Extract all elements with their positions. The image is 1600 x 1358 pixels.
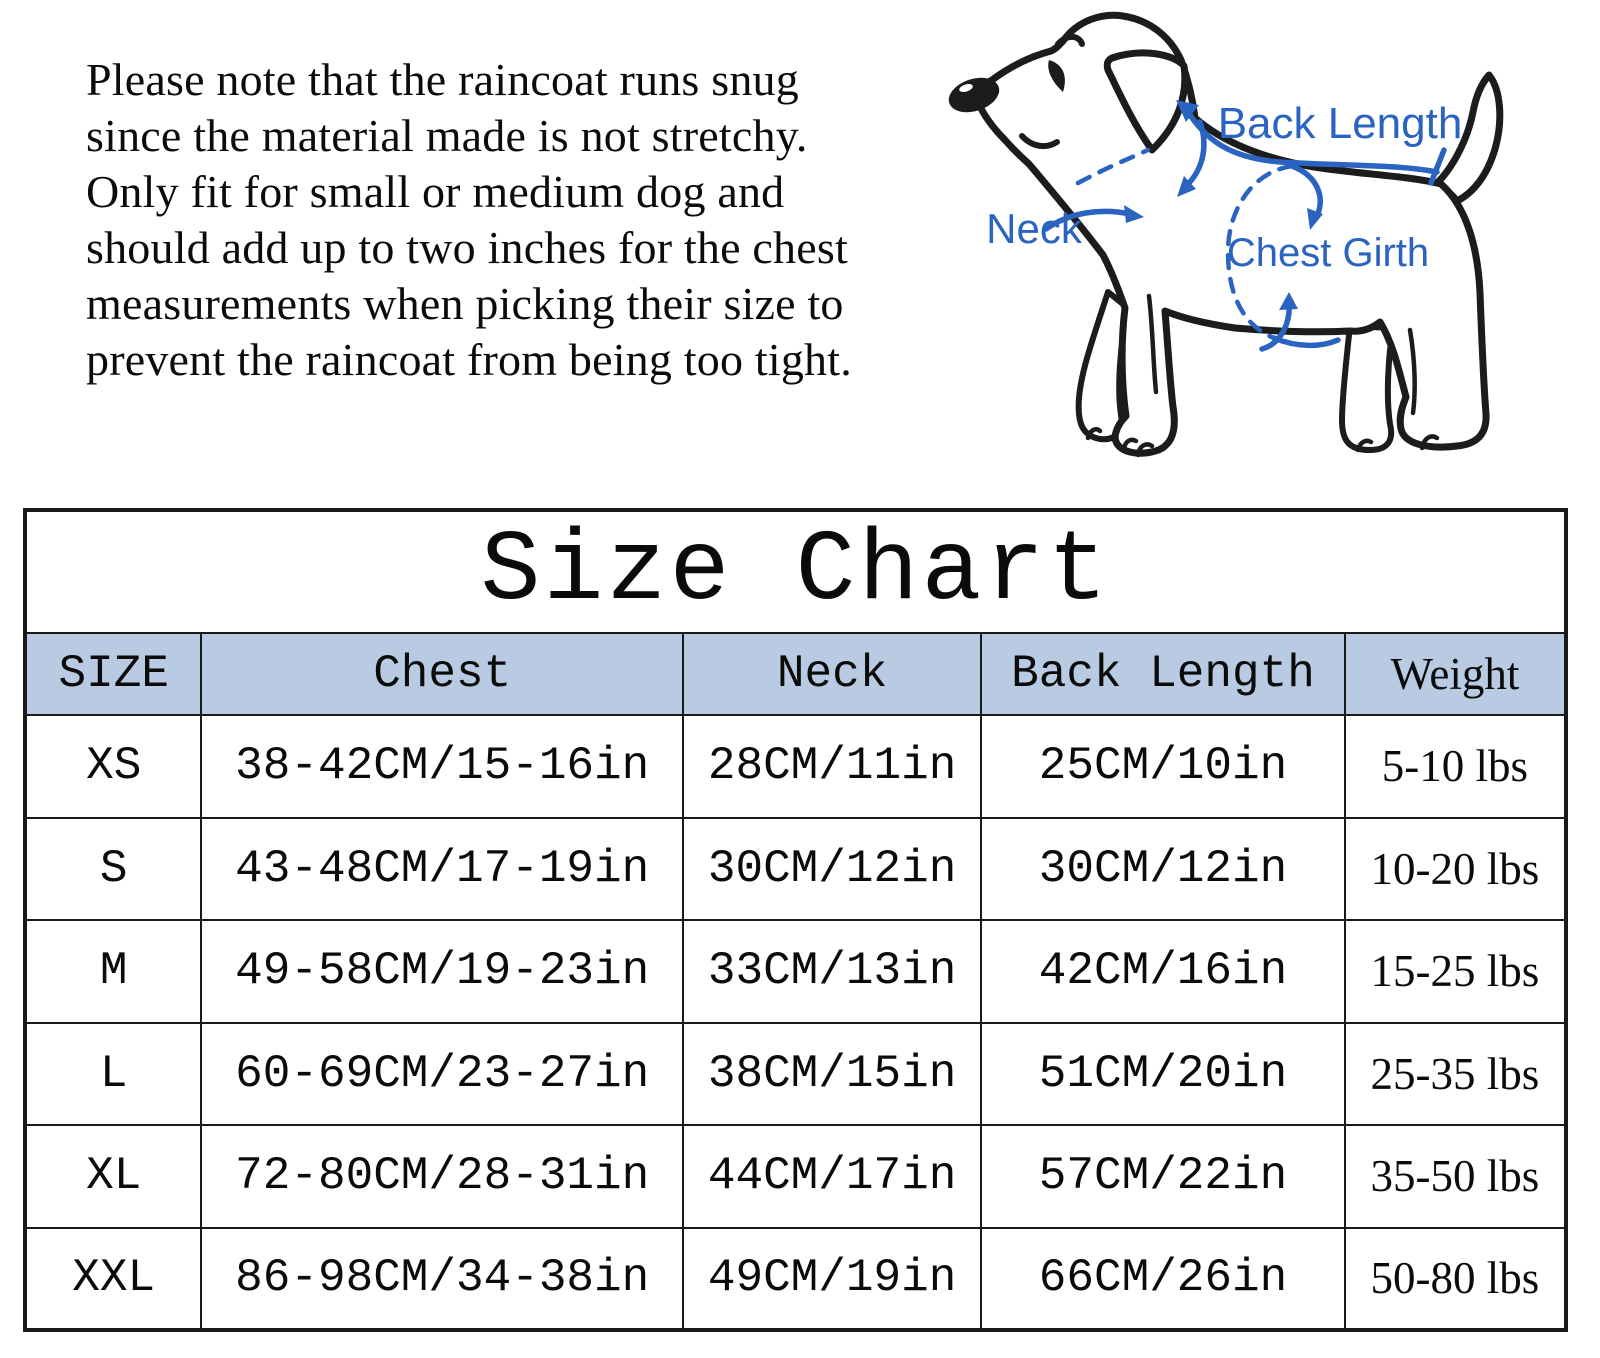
size-chart-title: Size Chart: [24, 509, 1567, 634]
chest-girth-dashed-ellipse: [1225, 163, 1295, 341]
table-row-xxl: XXL 86-98CM/34-38in 49CM/19in 66CM/26in …: [23, 1226, 1568, 1331]
cell-size: XS: [23, 714, 203, 819]
cell-size: XXL: [23, 1226, 203, 1331]
col-header-size: SIZE: [23, 632, 203, 716]
chest-girth-bottom-arrowhead: [1279, 292, 1298, 310]
table-row-s: S 43-48CM/17-19in 30CM/12in 30CM/12in 10…: [23, 816, 1568, 921]
cell-size: S: [23, 816, 203, 921]
cell-weight: 35-50 lbs: [1343, 1124, 1568, 1229]
cell-back-length: 51CM/20in: [980, 1021, 1346, 1126]
cell-neck: 30CM/12in: [681, 816, 983, 921]
cell-back-length: 30CM/12in: [980, 816, 1346, 921]
note-line: measurements when picking their size to: [86, 278, 844, 329]
back-length-label: Back Length: [1218, 99, 1463, 148]
dog-nose-highlight: [959, 84, 973, 92]
cell-neck: 44CM/17in: [681, 1124, 983, 1229]
back-length-curve: [1185, 109, 1440, 175]
chest-girth-label: Chest Girth: [1227, 231, 1429, 275]
dog-leg-detail-lines: [1146, 293, 1417, 416]
back-length-end-tick: [1428, 147, 1447, 186]
fit-note: Please note that the raincoat runs snug …: [86, 52, 936, 388]
table-row-xs: XS 38-42CM/15-16in 28CM/11in 25CM/10in 5…: [23, 714, 1568, 819]
dog-eyebrow: [1055, 33, 1085, 47]
cell-neck: 49CM/19in: [681, 1226, 983, 1331]
cell-back-length: 25CM/10in: [980, 714, 1346, 819]
cell-weight: 10-20 lbs: [1343, 816, 1568, 921]
col-header-weight: Weight: [1343, 632, 1568, 716]
chest-girth-bottom-arc: [1271, 335, 1341, 349]
note-line: prevent the raincoat from being too tigh…: [86, 334, 852, 385]
back-length-start-arrowhead: [1176, 100, 1199, 122]
cell-back-length: 57CM/22in: [980, 1124, 1346, 1229]
col-header-back-length: Back Length: [980, 632, 1346, 716]
dog-mouth: [1019, 133, 1060, 150]
cell-size: XL: [23, 1124, 203, 1229]
table-row-l: L 60-69CM/23-27in 38CM/15in 51CM/20in 25…: [23, 1021, 1568, 1126]
table-row-xl: XL 72-80CM/28-31in 44CM/17in 57CM/22in 3…: [23, 1124, 1568, 1229]
cell-neck: 28CM/11in: [681, 714, 983, 819]
chest-girth-top-arrowhead: [1307, 208, 1323, 230]
neck-arrow: [1043, 208, 1133, 232]
note-line: should add up to two inches for the ches…: [86, 222, 848, 273]
dog-far-rear-leg: [1339, 323, 1396, 453]
cell-chest: 38-42CM/15-16in: [200, 714, 684, 819]
neck-arrowhead: [1124, 205, 1144, 223]
dog-measurement-diagram: Back Length Neck Chest Girth: [948, 11, 1504, 458]
cell-chest: 60-69CM/23-27in: [200, 1021, 684, 1126]
dog-ear: [1103, 49, 1189, 154]
cell-chest: 43-48CM/17-19in: [200, 816, 684, 921]
cell-chest: 49-58CM/19-23in: [200, 919, 684, 1024]
neck-to-chest-arrowhead: [1177, 176, 1196, 197]
dog-toe-lines: [1085, 427, 1440, 458]
dog-nose: [948, 77, 1000, 113]
cell-chest: 72-80CM/28-31in: [200, 1124, 684, 1229]
note-line: Please note that the raincoat runs snug: [86, 54, 799, 105]
cell-neck: 38CM/15in: [681, 1021, 983, 1126]
cell-weight: 5-10 lbs: [1343, 714, 1568, 819]
cell-back-length: 66CM/26in: [980, 1226, 1346, 1331]
cell-size: M: [23, 919, 203, 1024]
cell-size: L: [23, 1021, 203, 1126]
col-header-chest: Chest: [200, 632, 684, 716]
size-chart-title-row: Size Chart: [24, 509, 1567, 634]
cell-chest: 86-98CM/34-38in: [200, 1226, 684, 1331]
size-chart-header-row: SIZE Chest Neck Back Length Weight: [23, 632, 1568, 716]
cell-neck: 33CM/13in: [681, 919, 983, 1024]
table-row-m: M 49-58CM/19-23in 33CM/13in 42CM/16in 15…: [23, 919, 1568, 1024]
cell-weight: 15-25 lbs: [1343, 919, 1568, 1024]
col-header-neck: Neck: [681, 632, 983, 716]
neck-dashed-line: [1075, 147, 1151, 186]
cell-weight: 25-35 lbs: [1343, 1021, 1568, 1126]
note-line: since the material made is not stretchy.: [86, 110, 808, 161]
dog-eye: [1048, 60, 1065, 92]
neck-label: Neck: [986, 205, 1083, 252]
size-chart-table: Size Chart SIZE Chest Neck Back Length W…: [23, 508, 1568, 1332]
note-line: Only fit for small or medium dog and: [86, 166, 785, 217]
cell-weight: 50-80 lbs: [1343, 1226, 1568, 1331]
cell-back-length: 42CM/16in: [980, 919, 1346, 1024]
